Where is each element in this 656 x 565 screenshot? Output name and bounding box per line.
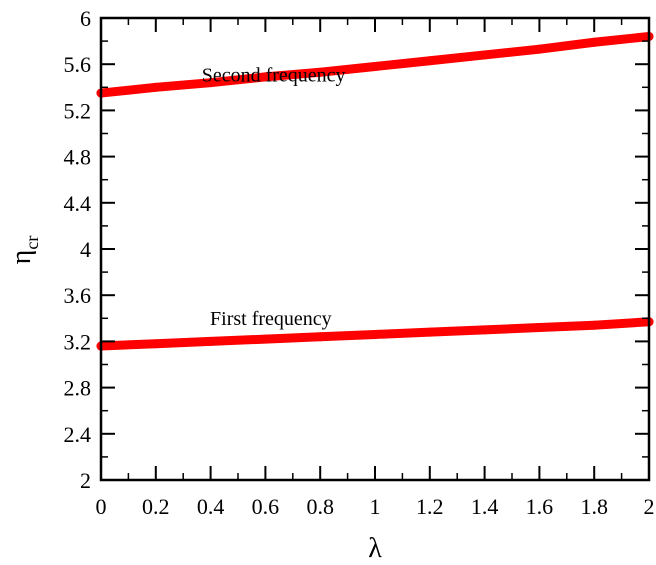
x-tick-label: 1: [370, 494, 381, 519]
x-tick-label: 0.6: [252, 494, 280, 519]
annotation-first-frequency: First frequency: [210, 308, 332, 330]
data-point: [589, 320, 599, 330]
x-tick-label: 0.8: [306, 494, 334, 519]
y-tick-label: 4: [80, 237, 91, 262]
x-tick-label: 0.4: [197, 494, 225, 519]
data-point: [480, 325, 490, 335]
y-tick-label: 4.8: [64, 145, 92, 170]
x-axis-title: λ: [368, 533, 382, 564]
data-point: [425, 56, 435, 66]
data-point: [151, 82, 161, 92]
y-tick-label: 5.6: [64, 52, 92, 77]
x-tick-label: 1.2: [416, 494, 444, 519]
y-axis-title: ηcr: [6, 236, 42, 265]
y-tick-label: 5.2: [64, 98, 92, 123]
y-tick-label: 6: [80, 6, 91, 31]
data-point: [206, 78, 216, 88]
x-tick-label: 1.8: [580, 494, 608, 519]
x-tick-label: 0: [96, 494, 107, 519]
y-tick-label: 3.6: [64, 283, 92, 308]
data-point: [260, 72, 270, 82]
y-tick-label: 2.8: [64, 376, 92, 401]
data-point: [260, 334, 270, 344]
y-tick-label: 3.2: [64, 329, 92, 354]
y-axis-title-main: η: [6, 250, 37, 265]
data-point: [534, 323, 544, 333]
data-point: [370, 62, 380, 72]
data-point: [370, 329, 380, 339]
x-tick-label: 1.4: [471, 494, 499, 519]
data-point: [589, 37, 599, 47]
chart-marks: [96, 31, 654, 351]
y-tick-label: 2.4: [64, 422, 92, 447]
data-point: [151, 339, 161, 349]
data-point: [315, 67, 325, 77]
y-tick-label: 4.4: [64, 191, 92, 216]
annotation-second-frequency: Second frequency: [202, 65, 346, 87]
x-tick-label: 2: [644, 494, 655, 519]
y-axis-title-subscript: cr: [22, 236, 42, 250]
x-tick-label: 1.6: [526, 494, 554, 519]
data-point: [480, 50, 490, 60]
chart-axes: 0 0.2 0.4 0.6 0.8 1 1.2 1.4 1.6 1.8 2 2 2.4 2.8 3.2 3.6…: [6, 6, 655, 564]
data-point: [206, 336, 216, 346]
y-tick-label: 2: [80, 468, 91, 493]
data-point: [425, 327, 435, 337]
x-tick-label: 0.2: [142, 494, 170, 519]
data-point: [315, 332, 325, 342]
data-point: [534, 44, 544, 54]
